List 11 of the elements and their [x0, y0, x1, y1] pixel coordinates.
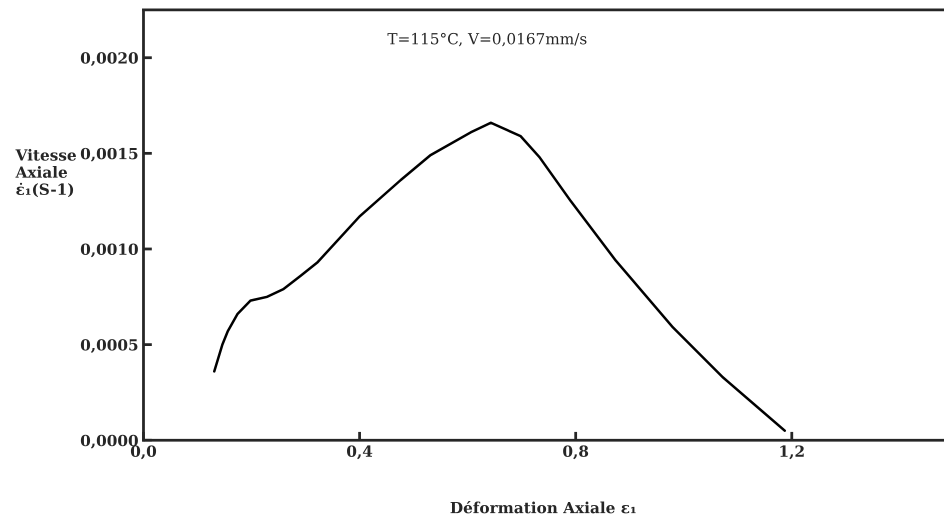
y-tick-label: 0,0005 [80, 339, 138, 353]
y-axis-title: Vitesse Axiale ε̇₁(S-1) [15, 148, 76, 198]
y-tick-label: 0,0010 [80, 243, 138, 258]
y-tick-label: 0,0020 [80, 52, 138, 66]
x-tick-label: 0,8 [563, 445, 588, 460]
y-tick-label: 0,0015 [80, 148, 138, 162]
x-axis-title: Déformation Axiale ε₁ [450, 500, 636, 514]
x-tick-label: 1,2 [780, 445, 804, 460]
annotation: T=115°C, V=0,0167mm/s [388, 32, 586, 46]
x-tick-label: 0,4 [347, 445, 372, 460]
line-series [213, 121, 786, 432]
